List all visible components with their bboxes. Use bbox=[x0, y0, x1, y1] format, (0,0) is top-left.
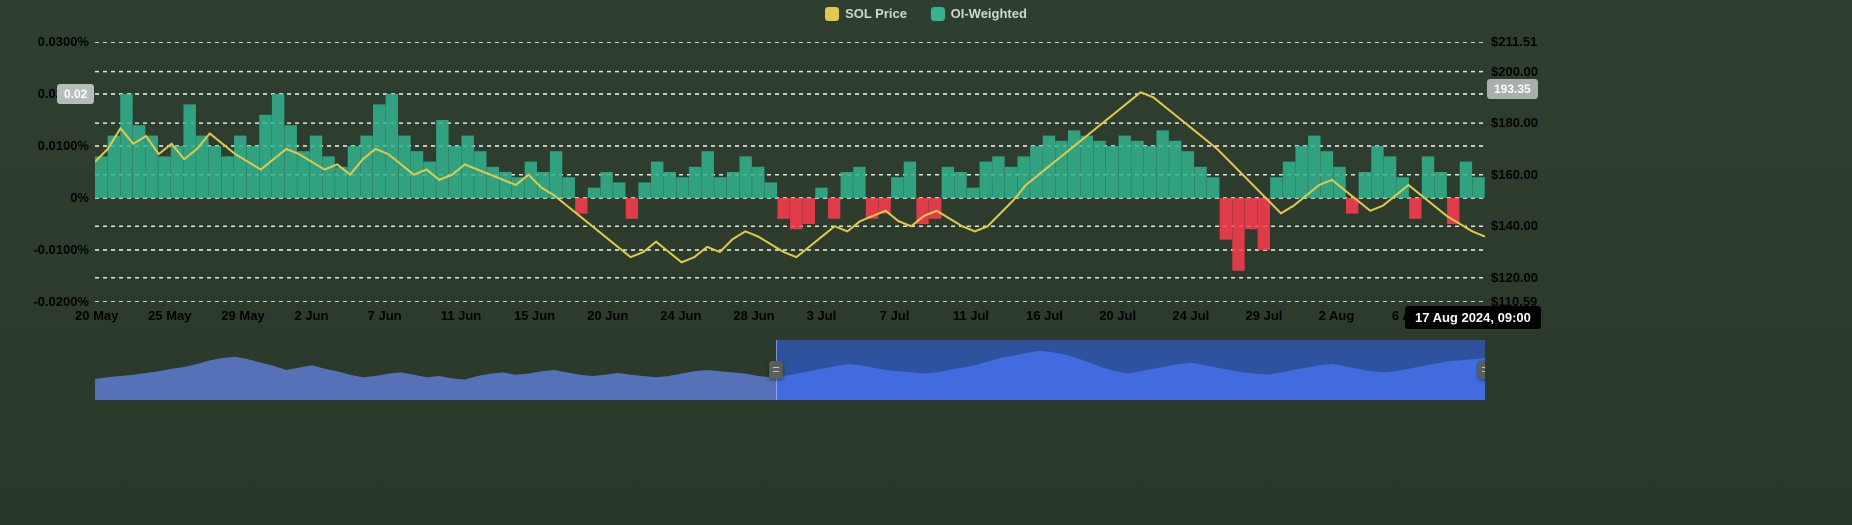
legend-swatch-price bbox=[825, 7, 839, 21]
y-right-tick: $120.00 bbox=[1491, 270, 1538, 285]
legend-label-price: SOL Price bbox=[845, 6, 907, 21]
legend-swatch-oi bbox=[931, 7, 945, 21]
y-right-tick: $211.51 bbox=[1491, 34, 1537, 49]
navigator[interactable] bbox=[95, 340, 1485, 400]
x-tick: 29 Jul bbox=[1246, 308, 1283, 323]
x-tick: 28 Jun bbox=[733, 308, 774, 323]
legend: SOL Price OI-Weighted bbox=[0, 6, 1852, 24]
legend-item-oi[interactable]: OI-Weighted bbox=[931, 6, 1027, 21]
x-tick: 20 Jun bbox=[587, 308, 628, 323]
y-right-tick: $160.00 bbox=[1491, 167, 1538, 182]
x-tick: 15 Jun bbox=[514, 308, 555, 323]
x-tick: 2 Jun bbox=[294, 308, 328, 323]
left-axis-marker: 0.02 bbox=[57, 84, 94, 104]
x-tick: 20 May bbox=[75, 308, 118, 323]
legend-label-oi: OI-Weighted bbox=[951, 6, 1027, 21]
x-tick: 16 Jul bbox=[1026, 308, 1063, 323]
legend-item-price[interactable]: SOL Price bbox=[825, 6, 907, 21]
y-left-tick: 0.0300% bbox=[0, 34, 89, 49]
x-tick: 29 May bbox=[221, 308, 264, 323]
y-right-tick: $140.00 bbox=[1491, 218, 1538, 233]
x-tick: 3 Jul bbox=[807, 308, 837, 323]
chart-widget: SOL Price OI-Weighted 0.0300%0.0200%0.01… bbox=[0, 0, 1852, 525]
x-axis-tooltip: 17 Aug 2024, 09:00 bbox=[1405, 306, 1541, 329]
right-axis-marker: 193.35 bbox=[1487, 79, 1538, 99]
x-tick: 2 Aug bbox=[1319, 308, 1355, 323]
x-tick: 24 Jun bbox=[660, 308, 701, 323]
navigator-selection[interactable] bbox=[776, 340, 1485, 400]
y-left-tick: -0.0200% bbox=[0, 294, 89, 309]
x-tick: 7 Jun bbox=[368, 308, 402, 323]
x-tick: 25 May bbox=[148, 308, 191, 323]
x-tick: 24 Jul bbox=[1172, 308, 1209, 323]
y-right-tick: $200.00 bbox=[1491, 64, 1538, 79]
y-left-tick: 0% bbox=[0, 190, 89, 205]
main-chart[interactable] bbox=[95, 42, 1485, 302]
y-left-tick: 0.0100% bbox=[0, 138, 89, 153]
navigator-handle-right[interactable] bbox=[1478, 361, 1485, 379]
x-tick: 7 Jul bbox=[880, 308, 910, 323]
x-tick: 20 Jul bbox=[1099, 308, 1136, 323]
navigator-handle-left[interactable] bbox=[769, 361, 783, 379]
y-left-tick: -0.0100% bbox=[0, 242, 89, 257]
y-right-tick: $180.00 bbox=[1491, 115, 1538, 130]
x-tick: 11 Jun bbox=[441, 308, 481, 323]
x-tick: 11 Jul bbox=[953, 308, 989, 323]
